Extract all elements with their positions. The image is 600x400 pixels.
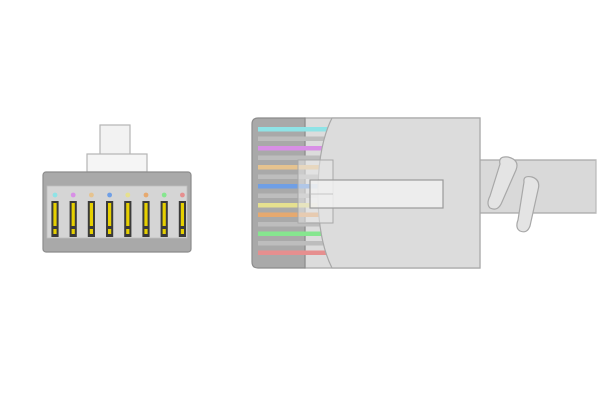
pin-contact: [53, 203, 57, 226]
pin-color-dot: [180, 192, 185, 198]
wire-14: [258, 250, 338, 255]
pin-contact-tip: [108, 229, 112, 234]
pin-contact: [144, 203, 148, 226]
pin-contact-tip: [89, 229, 93, 234]
strain-relief-ridge: [487, 156, 518, 210]
pin-contact-tip: [71, 229, 75, 234]
wire-1: [258, 127, 338, 132]
wire-2: [258, 136, 338, 141]
pin-contact-tip: [144, 229, 148, 234]
pin-1: [51, 192, 59, 237]
wire-13: [258, 241, 338, 246]
pin-color-dot: [143, 192, 149, 198]
pin-5: [124, 192, 132, 237]
wire-3: [258, 146, 338, 151]
pin-contact: [108, 203, 112, 226]
pin-color-dot: [89, 192, 94, 198]
pin-8: [178, 192, 186, 237]
wire-11: [258, 222, 338, 227]
pin-contact-tip: [180, 229, 184, 234]
pin-color-dot: [107, 192, 112, 198]
pin-contact-tip: [162, 229, 166, 234]
pin-2: [69, 192, 77, 237]
pin-color-dot: [70, 192, 76, 198]
rj45-connector-front-view: [42, 124, 192, 253]
pin-4: [106, 192, 114, 237]
rj45-connector-side-view: [251, 117, 597, 269]
pin-contact: [126, 203, 130, 226]
pin-color-dot: [161, 192, 167, 198]
pin-color-dot: [125, 192, 131, 198]
pin-contact: [180, 203, 184, 226]
wire-12: [258, 231, 338, 236]
pin-contact: [71, 203, 75, 226]
pin-3: [87, 192, 95, 237]
wire-4: [258, 155, 338, 160]
pin-contact: [162, 203, 166, 226]
pin-contact: [89, 203, 93, 226]
pin-color-dot: [52, 192, 58, 198]
front-pin-row: [51, 192, 186, 237]
strain-relief-ridge: [516, 175, 540, 233]
pin-7: [160, 192, 168, 237]
pin-contact-tip: [53, 229, 57, 234]
pin-6: [142, 192, 150, 237]
latch-base: [86, 153, 148, 173]
pin-contact-tip: [126, 229, 130, 234]
